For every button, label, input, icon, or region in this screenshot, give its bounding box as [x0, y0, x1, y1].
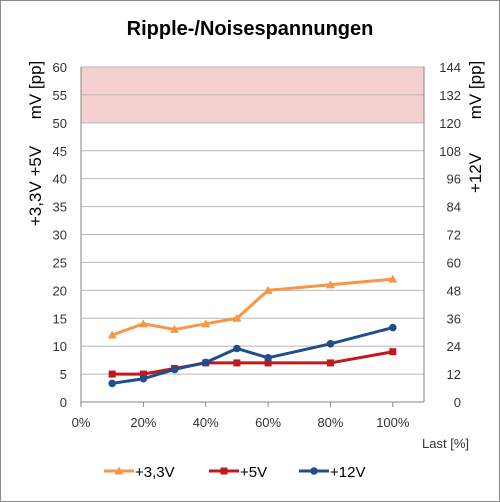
y-left-tick-label: 5 [60, 367, 67, 382]
series-point-2 [139, 374, 148, 383]
legend: +3,3V +5V +12V [104, 464, 365, 481]
y-left-tick-label: 10 [53, 339, 67, 354]
y-right-tick-label: 48 [447, 283, 461, 298]
series-line-0 [111, 277, 393, 337]
y-right-tick-label: 132 [439, 88, 461, 103]
y-left-title-bottom: +3,3V +5V [26, 145, 45, 226]
legend-label: +12V [330, 464, 365, 481]
y-left-title-top: mV [pp] [26, 61, 45, 120]
series-point-1 [264, 359, 272, 367]
series-point-0 [138, 319, 148, 328]
legend-label: +3,3V [135, 464, 175, 481]
y-right-tick-label: 12 [447, 367, 461, 382]
series-point-1 [108, 370, 116, 378]
legend-label: +5V [240, 464, 267, 481]
series-point-2 [326, 340, 335, 348]
y-right-tick-label: 0 [454, 395, 461, 410]
y-right-tick-label: 120 [439, 116, 461, 131]
series-line-1 [112, 350, 394, 376]
y-left-tick-label: 35 [53, 200, 67, 215]
y-right-title-bottom: +12V [466, 152, 485, 193]
series-point-1 [326, 359, 334, 367]
y-right-tick-label: 36 [447, 311, 461, 326]
series-point-0 [232, 313, 242, 322]
y-left-tick-label: 0 [60, 395, 67, 410]
legend-swatch-marker [220, 467, 228, 475]
legend-swatch-marker [310, 467, 318, 475]
series-point-2 [201, 358, 210, 367]
legend-swatch-marker [114, 466, 124, 475]
series-point-2 [264, 353, 272, 362]
x-tick-label: 100% [376, 415, 410, 430]
series-point-2 [233, 344, 241, 353]
y-left-tick-label: 25 [53, 255, 67, 270]
y-right-tick-label: 108 [439, 144, 461, 159]
axis-layer: 0 0 5 12 10 24 15 36 20 48 25 60 30 72 35 84 40 96 45 108 50… [53, 60, 461, 430]
series-point-1 [139, 370, 147, 378]
y-left-tick-label: 15 [53, 311, 67, 326]
series-point-2 [170, 365, 179, 374]
series-point-0 [201, 319, 211, 328]
x-tick-label: 0% [72, 415, 91, 430]
y-left-tick-label: 40 [53, 172, 67, 187]
y-right-tick-label: 60 [447, 255, 461, 270]
series-layer [107, 274, 398, 388]
y-right-tick-label: 144 [439, 60, 461, 75]
y-right-tick-label: 72 [447, 228, 461, 243]
y-right-tick-label: 96 [447, 172, 461, 187]
series-line-2 [111, 326, 394, 385]
series-point-0 [263, 285, 273, 294]
series-point-2 [108, 379, 116, 388]
grid-layer [81, 66, 424, 403]
series-point-0 [107, 330, 117, 339]
y-left-tick-label: 20 [53, 283, 67, 298]
x-tick-label: 60% [255, 415, 281, 430]
series-point-0 [170, 324, 180, 333]
y-left-tick-label: 50 [53, 116, 67, 131]
y-right-title-top: mV [pp] [466, 61, 485, 120]
y-left-tick-label: 45 [53, 144, 67, 159]
series-point-1 [389, 348, 397, 356]
x-tick-label: 40% [193, 415, 219, 430]
chart-title: Ripple-/Noisespannungen [127, 18, 374, 40]
series-point-2 [389, 323, 397, 332]
y-right-tick-label: 84 [447, 200, 461, 215]
x-axis-title: Last [%] [422, 436, 469, 451]
y-left-tick-label: 55 [53, 88, 67, 103]
y-left-tick-label: 30 [53, 228, 67, 243]
x-tick-label: 20% [130, 415, 156, 430]
series-point-0 [325, 280, 335, 289]
x-tick-label: 80% [317, 415, 343, 430]
series-point-0 [388, 274, 398, 283]
series-point-1 [233, 359, 241, 367]
y-right-tick-label: 24 [447, 339, 461, 354]
y-left-tick-label: 60 [53, 60, 67, 75]
